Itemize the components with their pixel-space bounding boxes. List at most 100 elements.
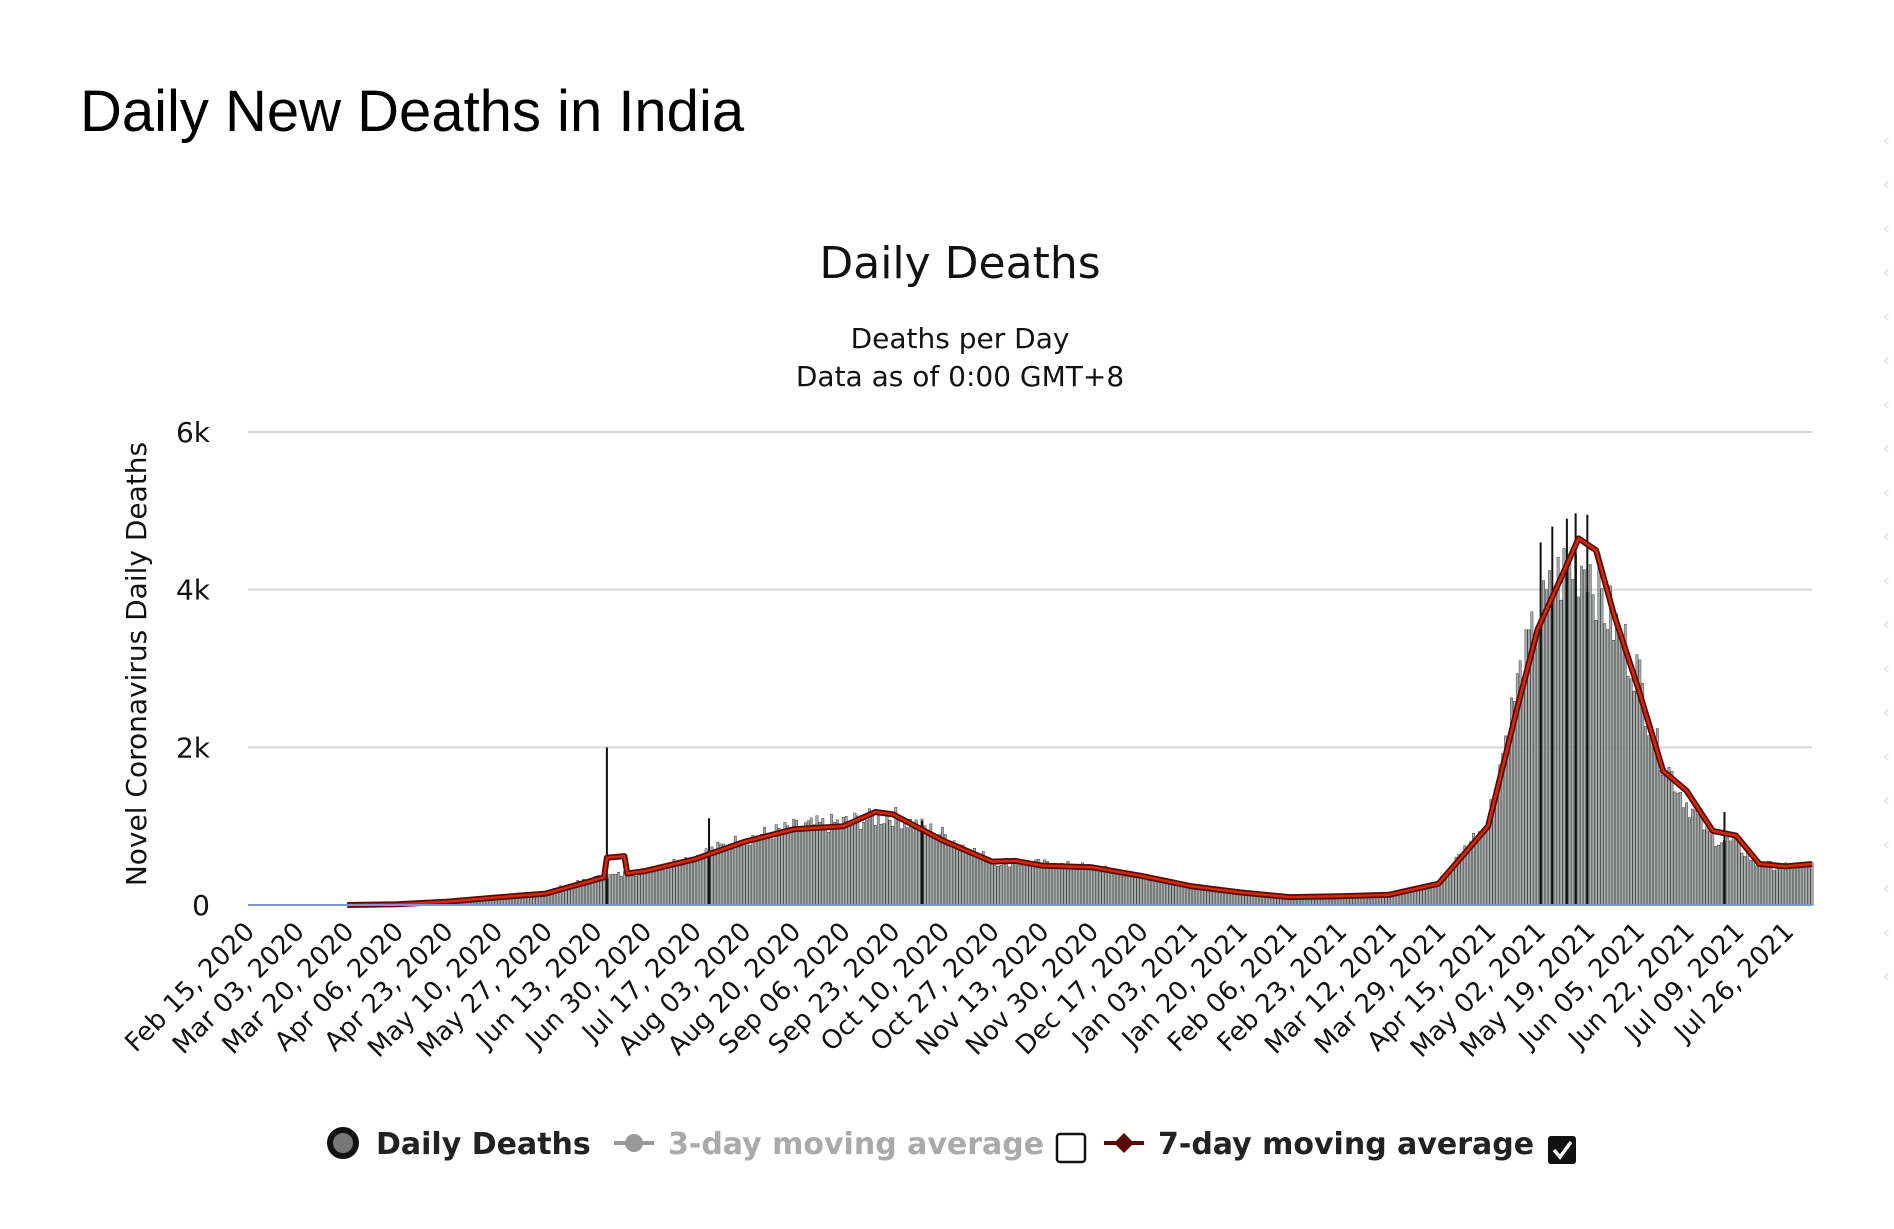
daily-deaths-bar	[1591, 594, 1595, 906]
daily-deaths-bar	[1107, 869, 1111, 906]
daily-deaths-bar	[1022, 860, 1026, 906]
three-day-average-checkbox[interactable]	[1055, 1132, 1087, 1164]
checkbox-box	[1548, 1136, 1576, 1164]
daily-deaths-bar	[856, 815, 860, 906]
daily-deaths-bar	[1545, 589, 1548, 906]
daily-deaths-bar	[900, 828, 903, 906]
daily-deaths-bar	[868, 808, 871, 906]
daily-deaths-bar	[1737, 840, 1741, 906]
daily-deaths-bar	[731, 848, 734, 906]
daily-deaths-bar	[1101, 867, 1105, 906]
daily-deaths-bar	[1145, 880, 1149, 906]
daily-deaths-bar	[1480, 829, 1484, 906]
daily-deaths-bar	[1755, 865, 1758, 906]
daily-deaths-bar	[798, 828, 801, 906]
daily-deaths-bar	[1763, 866, 1767, 906]
daily-deaths-legend-marker	[327, 1127, 359, 1159]
daily-deaths-bar	[1005, 857, 1009, 906]
daily-deaths-bar	[1778, 868, 1782, 906]
legend-label-7-day-average: 7-day moving average	[1158, 1127, 1534, 1162]
daily-deaths-bar	[871, 815, 874, 906]
daily-deaths-bar	[1229, 892, 1233, 906]
daily-deaths-bar	[1693, 809, 1697, 906]
daily-deaths-bar	[926, 830, 930, 906]
seven-day-average-checkbox[interactable]	[1548, 1136, 1576, 1164]
daily-deaths-bar	[1186, 888, 1189, 906]
daily-deaths-bar	[1600, 588, 1604, 906]
daily-deaths-bar	[739, 846, 743, 906]
daily-deaths-bar	[996, 865, 1000, 906]
daily-deaths-bar	[1008, 866, 1011, 906]
chart-title: Daily Deaths	[819, 238, 1100, 289]
daily-deaths-bar	[1623, 624, 1627, 906]
daily-deaths-bar	[1553, 594, 1557, 906]
daily-deaths-bar	[693, 860, 696, 906]
daily-deaths-bar	[984, 861, 988, 906]
daily-deaths-bar	[1644, 726, 1648, 906]
daily-deaths-bar	[1057, 868, 1061, 906]
daily-deaths-bar	[1688, 817, 1691, 906]
daily-deaths-bar	[1758, 865, 1761, 906]
legend: Daily Deaths 3-day moving average 7-day …	[327, 1127, 1576, 1164]
page-title: Daily New Deaths in India	[80, 79, 745, 144]
daily-deaths-bar	[1040, 864, 1044, 906]
daily-deaths-bar	[786, 825, 790, 906]
daily-deaths-bar	[652, 872, 655, 906]
daily-deaths-bar	[1460, 856, 1464, 906]
daily-deaths-bar	[806, 820, 810, 906]
daily-deaths-bar	[701, 858, 705, 906]
three-day-legend-marker	[625, 1134, 643, 1152]
daily-deaths-bar	[1148, 880, 1152, 906]
daily-deaths-bar	[1116, 871, 1119, 906]
legend-item-3-day-average[interactable]: 3-day moving average	[614, 1127, 1044, 1162]
daily-deaths-bar	[879, 824, 883, 906]
daily-deaths-bar	[873, 825, 877, 906]
daily-deaths-bar	[847, 821, 851, 906]
daily-deaths-bar	[1477, 831, 1481, 906]
daily-deaths-bar	[1253, 895, 1257, 906]
daily-deaths-bar	[853, 812, 857, 906]
daily-deaths-bar	[1728, 840, 1732, 906]
daily-deaths-bar	[833, 821, 836, 906]
daily-deaths-bar	[911, 828, 915, 906]
daily-deaths-bar	[722, 843, 725, 906]
daily-deaths-bar	[1661, 774, 1665, 906]
daily-deaths-bar	[859, 828, 863, 906]
daily-deaths-bar	[903, 822, 906, 906]
daily-deaths-bar	[754, 836, 758, 906]
daily-deaths-bar	[1244, 894, 1248, 906]
daily-deaths-bar	[838, 824, 842, 906]
daily-deaths-bar	[1804, 865, 1808, 906]
daily-deaths-bar	[771, 838, 775, 906]
daily-deaths-bar	[1787, 864, 1791, 906]
daily-deaths-bar	[1180, 886, 1184, 906]
daily-deaths-bar	[1632, 690, 1636, 906]
daily-deaths-bar	[1798, 865, 1802, 906]
legend-item-7-day-average[interactable]: 7-day moving average	[1104, 1127, 1534, 1162]
daily-deaths-bar	[979, 853, 982, 906]
daily-deaths-bar	[666, 866, 670, 906]
daily-deaths-bar	[1548, 570, 1551, 906]
daily-deaths-bar	[660, 869, 664, 906]
daily-deaths-bar	[663, 866, 667, 906]
daily-deaths-bar	[1629, 678, 1633, 906]
daily-deaths-bar	[1051, 868, 1055, 906]
daily-deaths-bar	[935, 834, 938, 906]
daily-deaths-bar	[1054, 867, 1058, 906]
daily-deaths-bar	[1014, 864, 1017, 906]
legend-item-daily-deaths[interactable]: Daily Deaths	[327, 1127, 591, 1162]
daily-deaths-bar	[1781, 863, 1785, 906]
y-tick-label: 2k	[176, 731, 211, 764]
daily-deaths-bar	[1241, 894, 1245, 906]
daily-deaths-bar	[1475, 840, 1478, 906]
y-tick-label: 0	[192, 889, 210, 922]
daily-deaths-bar	[1734, 836, 1738, 906]
daily-deaths-bar	[812, 824, 816, 906]
daily-deaths-bar	[1626, 675, 1630, 906]
daily-deaths-bar	[1192, 887, 1195, 906]
daily-deaths-bar	[617, 871, 620, 906]
daily-deaths-bar	[736, 847, 740, 906]
daily-deaths-bar	[999, 865, 1003, 906]
